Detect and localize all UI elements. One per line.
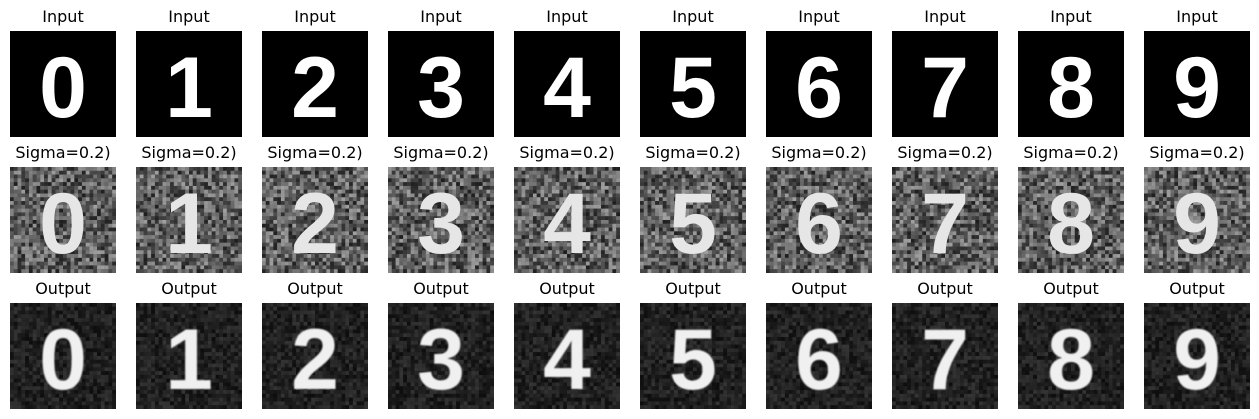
panel-title-clean-9: Input xyxy=(1176,7,1218,26)
panel-title-clean-8: Input xyxy=(1050,7,1092,26)
panel-title-noisy-7: Sigma=0.2) xyxy=(897,143,993,162)
digit-image-noisy-3: 3 xyxy=(388,167,494,273)
digit-glyph: 2 xyxy=(291,176,339,272)
digit-image-noisy-1: 1 xyxy=(136,167,242,273)
digit-image-clean-5: 5 xyxy=(640,31,746,137)
digit-image-denoised-0: 0 xyxy=(10,303,116,409)
digit-image-clean-0: 0 xyxy=(10,31,116,137)
digit-image-clean-8: 8 xyxy=(1018,31,1124,137)
panel-title-noisy-5: Sigma=0.2) xyxy=(645,143,741,162)
panel-title-noisy-9: Sigma=0.2) xyxy=(1149,143,1245,162)
digit-glyph: 6 xyxy=(795,40,843,136)
digit-glyph: 7 xyxy=(921,40,969,136)
digit-image-noisy-9: 9 xyxy=(1144,167,1250,273)
digit-image-noisy-0: 0 xyxy=(10,167,116,273)
panel-title-denoised-6: Output xyxy=(791,279,847,298)
digit-glyph: 2 xyxy=(291,40,339,136)
digit-image-noisy-5: 5 xyxy=(640,167,746,273)
digit-image-denoised-1: 1 xyxy=(136,303,242,409)
panel-title-denoised-2: Output xyxy=(287,279,343,298)
digit-glyph: 5 xyxy=(669,312,717,408)
digit-image-denoised-3: 3 xyxy=(388,303,494,409)
panel-title-clean-7: Input xyxy=(924,7,966,26)
panel-title-clean-6: Input xyxy=(798,7,840,26)
digit-glyph: 5 xyxy=(669,176,717,272)
digit-glyph: 8 xyxy=(1047,40,1095,136)
digit-glyph: 0 xyxy=(39,40,87,136)
panel-title-denoised-8: Output xyxy=(1043,279,1099,298)
panel-title-noisy-2: Sigma=0.2) xyxy=(267,143,363,162)
digit-glyph: 9 xyxy=(1173,40,1221,136)
digit-image-denoised-5: 5 xyxy=(640,303,746,409)
digit-image-noisy-6: 6 xyxy=(766,167,872,273)
digit-glyph: 6 xyxy=(795,176,843,272)
digit-glyph: 6 xyxy=(795,312,843,408)
panel-title-denoised-1: Output xyxy=(161,279,217,298)
panel-title-denoised-4: Output xyxy=(539,279,595,298)
digit-image-denoised-8: 8 xyxy=(1018,303,1124,409)
panel-title-denoised-3: Output xyxy=(413,279,469,298)
panel-title-clean-3: Input xyxy=(420,7,462,26)
digit-glyph: 7 xyxy=(921,176,969,272)
digit-image-noisy-2: 2 xyxy=(262,167,368,273)
digit-image-noisy-8: 8 xyxy=(1018,167,1124,273)
panel-title-noisy-0: Sigma=0.2) xyxy=(15,143,111,162)
digit-image-denoised-4: 4 xyxy=(514,303,620,409)
digit-glyph: 1 xyxy=(165,176,213,272)
digit-image-noisy-4: 4 xyxy=(514,167,620,273)
digit-image-noisy-7: 7 xyxy=(892,167,998,273)
panel-title-clean-1: Input xyxy=(168,7,210,26)
digit-glyph: 8 xyxy=(1047,176,1095,272)
panel-title-noisy-6: Sigma=0.2) xyxy=(771,143,867,162)
digit-glyph: 3 xyxy=(417,176,465,272)
panel-title-clean-4: Input xyxy=(546,7,588,26)
panel-title-denoised-7: Output xyxy=(917,279,973,298)
digit-image-denoised-9: 9 xyxy=(1144,303,1250,409)
digit-glyph: 3 xyxy=(417,40,465,136)
panel-title-noisy-4: Sigma=0.2) xyxy=(519,143,615,162)
panel-title-noisy-3: Sigma=0.2) xyxy=(393,143,489,162)
digit-glyph: 4 xyxy=(543,40,591,136)
digit-glyph: 0 xyxy=(39,176,87,272)
digit-glyph: 9 xyxy=(1173,176,1221,272)
digit-glyph: 4 xyxy=(543,312,591,408)
digit-glyph: 1 xyxy=(165,312,213,408)
panel-title-clean-0: Input xyxy=(42,7,84,26)
digit-image-clean-3: 3 xyxy=(388,31,494,137)
digit-image-clean-7: 7 xyxy=(892,31,998,137)
digit-image-clean-2: 2 xyxy=(262,31,368,137)
digit-glyph: 9 xyxy=(1173,312,1221,408)
panel-title-denoised-0: Output xyxy=(35,279,91,298)
panel-title-clean-5: Input xyxy=(672,7,714,26)
panel-title-denoised-9: Output xyxy=(1169,279,1225,298)
digit-glyph: 5 xyxy=(669,40,717,136)
panel-title-noisy-1: Sigma=0.2) xyxy=(141,143,237,162)
digit-image-clean-4: 4 xyxy=(514,31,620,137)
digit-image-clean-1: 1 xyxy=(136,31,242,137)
digit-image-clean-6: 6 xyxy=(766,31,872,137)
digit-image-denoised-6: 6 xyxy=(766,303,872,409)
digit-glyph: 2 xyxy=(291,312,339,408)
digit-glyph: 7 xyxy=(921,312,969,408)
digit-image-denoised-2: 2 xyxy=(262,303,368,409)
digit-image-clean-9: 9 xyxy=(1144,31,1250,137)
panel-title-clean-2: Input xyxy=(294,7,336,26)
digit-glyph: 8 xyxy=(1047,312,1095,408)
panel-title-denoised-5: Output xyxy=(665,279,721,298)
panel-title-noisy-8: Sigma=0.2) xyxy=(1023,143,1119,162)
digit-glyph: 3 xyxy=(417,312,465,408)
digit-glyph: 4 xyxy=(543,176,591,272)
digit-glyph: 1 xyxy=(165,40,213,136)
digit-image-denoised-7: 7 xyxy=(892,303,998,409)
digit-glyph: 0 xyxy=(39,312,87,408)
